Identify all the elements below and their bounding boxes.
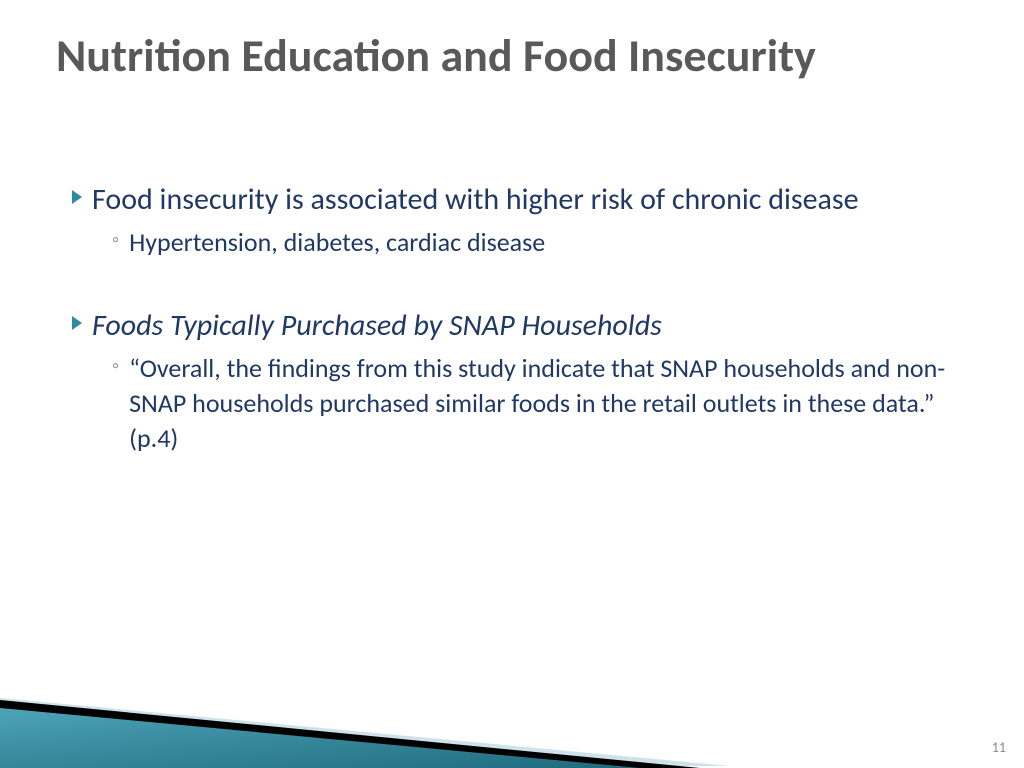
slide: Nutrition Education and Food Insecurity … xyxy=(0,0,1024,768)
sub-bullet-text: Hypertension, diabetes, cardiac disease xyxy=(129,225,545,260)
bullet-level1: Foods Typically Purchased by SNAP Househ… xyxy=(72,306,964,345)
triangle-bullet-icon xyxy=(72,316,84,330)
circle-bullet-icon: ◦ xyxy=(112,351,119,382)
bullet-level1: Food insecurity is associated with highe… xyxy=(72,180,964,219)
bullet-text: Food insecurity is associated with highe… xyxy=(92,180,859,219)
slide-body: Food insecurity is associated with highe… xyxy=(72,180,964,462)
triangle-bullet-icon xyxy=(72,190,84,204)
page-number: 11 xyxy=(992,739,1006,756)
corner-decoration xyxy=(0,608,1024,768)
sub-bullet-text: “Overall, the findings from this study i… xyxy=(129,351,964,456)
slide-title: Nutrition Education and Food Insecurity xyxy=(56,30,964,83)
bullet-text: Foods Typically Purchased by SNAP Househ… xyxy=(92,306,662,345)
spacer xyxy=(72,266,964,306)
bullet-level2: ◦ Hypertension, diabetes, cardiac diseas… xyxy=(112,225,964,260)
bullet-level2: ◦ “Overall, the findings from this study… xyxy=(112,351,964,456)
circle-bullet-icon: ◦ xyxy=(112,225,119,256)
